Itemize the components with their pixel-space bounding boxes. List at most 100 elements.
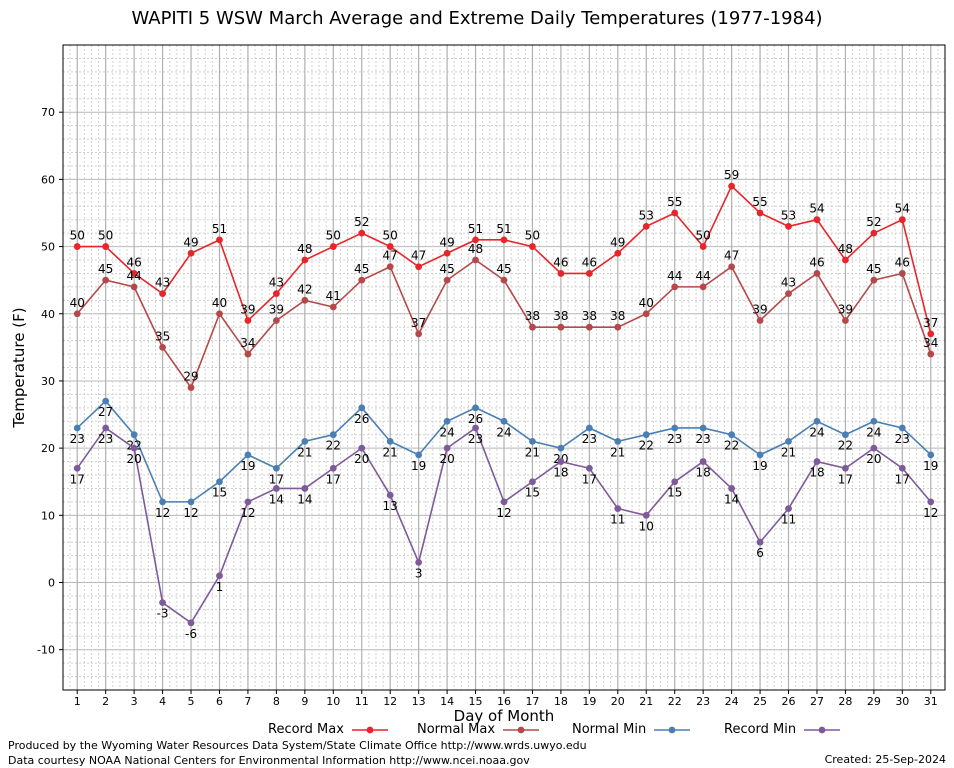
data-label-record-max: 50: [70, 229, 85, 243]
data-point-normal-min: [187, 498, 195, 506]
series-normal-max: 40 45 44 35 29 40 34 39 42 41 45 47 37 45 48 45 38 38 38 38…: [70, 242, 938, 392]
data-label-normal-min: 24: [809, 425, 824, 439]
x-tick-label: 8: [273, 695, 280, 708]
data-label-normal-min: 21: [781, 445, 796, 459]
data-label-normal-min: 23: [667, 432, 682, 446]
data-label-normal-max: 43: [781, 276, 796, 290]
data-point-record-max: [529, 243, 536, 250]
data-label-normal-max: 44: [667, 269, 682, 283]
data-label-normal-min: 24: [866, 425, 881, 439]
data-point-record-max: [358, 229, 366, 237]
data-point-normal-max: [529, 323, 536, 331]
x-tick-label: 7: [244, 695, 251, 708]
data-point-normal-min: [73, 424, 81, 432]
data-point-record-max: [870, 229, 878, 237]
data-label-normal-min: 19: [923, 459, 938, 473]
legend-swatch-marker: [668, 726, 676, 733]
data-label-normal-min: 12: [155, 506, 170, 520]
data-point-record-min: [842, 464, 849, 472]
data-label-record-min: 14: [724, 492, 739, 506]
data-point-record-min: [927, 498, 935, 506]
data-point-record-max: [500, 236, 508, 244]
data-point-normal-max: [159, 343, 166, 351]
y-axis-label: Temperature (F): [10, 307, 28, 428]
data-label-record-min: 20: [439, 452, 454, 466]
legend-label: Normal Max: [417, 722, 496, 737]
data-point-normal-min: [244, 451, 252, 459]
data-point-normal-max: [187, 384, 195, 392]
data-point-normal-min: [585, 424, 593, 432]
x-tick-label: 13: [412, 695, 426, 708]
y-tick-label: 40: [41, 308, 55, 321]
data-point-normal-min: [130, 431, 138, 439]
data-point-record-max: [585, 270, 593, 277]
data-point-normal-max: [642, 310, 650, 318]
data-label-record-min: 17: [838, 472, 853, 486]
data-point-normal-max: [472, 256, 479, 264]
data-label-record-min: 18: [696, 466, 711, 480]
data-point-normal-max: [272, 317, 280, 324]
data-label-normal-max: 46: [809, 255, 824, 269]
data-point-normal-min: [329, 431, 337, 439]
data-label-normal-min: 22: [326, 439, 341, 453]
data-point-record-min: [699, 458, 707, 465]
data-point-normal-max: [671, 283, 679, 291]
x-tick-label: 11: [355, 695, 369, 708]
data-point-normal-max: [785, 290, 792, 297]
data-point-record-min: [614, 505, 622, 512]
data-label-normal-max: 41: [326, 289, 341, 303]
data-point-normal-min: [898, 424, 906, 432]
legend-swatch: [503, 726, 540, 733]
data-label-record-min: 15: [667, 486, 682, 500]
data-point-record-min: [187, 619, 195, 627]
data-label-record-min: 6: [756, 546, 764, 560]
data-point-record-max: [898, 216, 906, 224]
data-point-record-min: [329, 464, 337, 472]
x-tick-label: 30: [895, 695, 909, 708]
data-point-record-min: [358, 444, 366, 452]
data-label-normal-min: 23: [70, 432, 85, 446]
data-label-record-max: 54: [809, 202, 824, 216]
data-label-record-max: 51: [468, 222, 483, 236]
data-label-record-min: 11: [610, 513, 625, 527]
data-point-record-min: [472, 424, 479, 432]
data-point-normal-min: [870, 417, 878, 425]
data-label-record-max: 48: [838, 242, 853, 256]
data-label-record-min: 17: [70, 472, 85, 486]
data-point-normal-max: [728, 263, 736, 271]
legend: Record Max Normal Max Normal Min Record Min: [0, 722, 954, 738]
data-point-normal-min: [159, 498, 166, 506]
data-point-normal-max: [557, 323, 565, 331]
data-point-record-max: [73, 243, 81, 250]
data-label-record-max: 39: [240, 302, 255, 316]
data-point-record-max: [472, 236, 479, 244]
data-label-record-min: 10: [639, 519, 654, 533]
x-tick-label: 9: [301, 695, 308, 708]
data-point-normal-min: [272, 464, 280, 472]
data-label-normal-max: 45: [439, 262, 454, 276]
data-label-record-max: 50: [525, 229, 540, 243]
data-point-record-min: [130, 444, 138, 452]
data-label-normal-max: 40: [212, 296, 227, 310]
x-tick-label: 10: [326, 695, 340, 708]
data-label-normal-max: 45: [354, 262, 369, 276]
data-label-record-min: -3: [157, 607, 169, 621]
x-tick-label: 21: [639, 695, 653, 708]
data-point-normal-min: [813, 417, 821, 425]
data-point-normal-max: [358, 276, 366, 284]
data-label-record-max: 37: [923, 316, 938, 330]
series-record-max: 50 50 46 43 49 51 39 43 48 50 52 50 47 49 51 51 50 46 46 49…: [70, 168, 938, 338]
data-label-record-max: 49: [439, 235, 454, 249]
data-label-record-min: 17: [895, 472, 910, 486]
data-label-record-min: 3: [415, 566, 423, 580]
footer-producer-line: Produced by the Wyoming Water Resources …: [8, 739, 587, 752]
legend-label: Record Min: [724, 722, 797, 737]
data-label-record-max: 50: [383, 229, 398, 243]
data-point-record-max: [216, 236, 223, 244]
data-label-record-max: 47: [411, 249, 426, 263]
data-label-normal-max: 34: [923, 336, 938, 350]
data-point-normal-max: [329, 303, 337, 311]
data-label-normal-max: 44: [126, 269, 141, 283]
data-label-record-max: 52: [866, 215, 881, 229]
data-point-record-min: [671, 478, 679, 486]
